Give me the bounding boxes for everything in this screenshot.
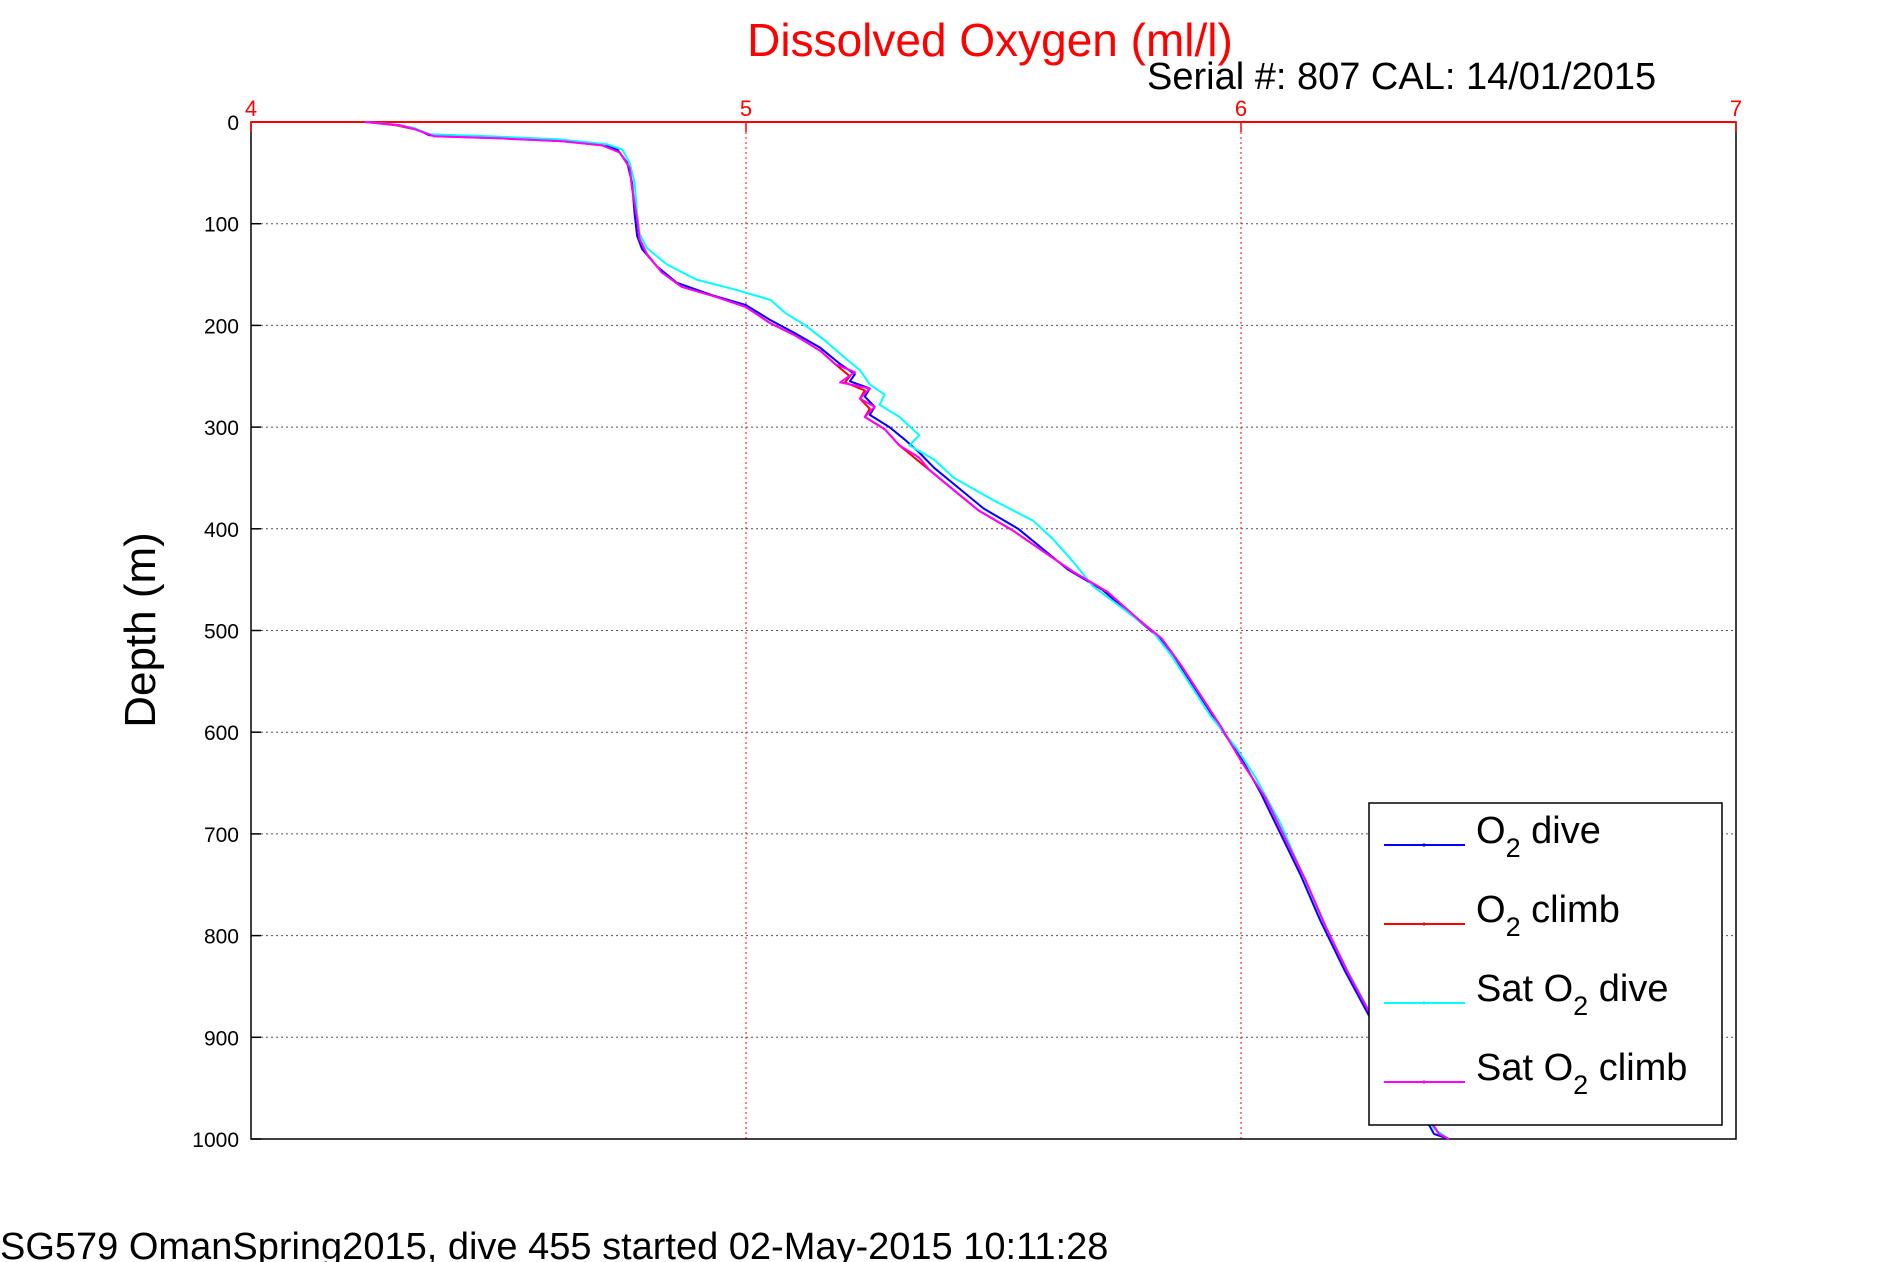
- axis-ticks: 0 100 200 300 400 500 600 700 800 900 1000 4 5 6 7: [192, 96, 1742, 1152]
- footer-caption: SG579 OmanSpring2015, dive 455 started 0…: [0, 1226, 1108, 1262]
- y-tick-label: 0: [227, 112, 239, 135]
- series-lines: [364, 121, 1450, 1140]
- legend-marker: [1422, 843, 1426, 847]
- legend-marker: [1422, 922, 1426, 926]
- series-line: [364, 121, 1450, 1140]
- x-tick-label: 6: [1235, 96, 1247, 121]
- y-tick-label: 300: [204, 417, 239, 440]
- y-tick-label: 400: [204, 519, 239, 542]
- legend-label: Sat O2 climb: [1476, 1047, 1687, 1100]
- legend-label: O2 climb: [1476, 889, 1620, 942]
- x-tick-label: 4: [245, 96, 257, 121]
- series-line: [364, 121, 1450, 1140]
- y-tick-label: 800: [204, 926, 239, 949]
- y-tick-label: 900: [204, 1027, 239, 1050]
- y-tick-label: 100: [204, 214, 239, 237]
- y-tick-label: 500: [204, 621, 239, 644]
- legend: O2 dive O2 climb Sat O2 dive Sat O2 climb: [1368, 802, 1723, 1126]
- y-axis-label: Depth (m): [116, 532, 165, 728]
- y-tick-label: 600: [204, 722, 239, 745]
- legend-label: O2 dive: [1476, 810, 1601, 863]
- legend-marker: [1422, 1001, 1426, 1005]
- chart-subtitle: Serial #: 807 CAL: 14/01/2015: [1147, 56, 1656, 98]
- x-tick-label: 5: [740, 96, 752, 121]
- x-tick-label: 7: [1730, 96, 1742, 121]
- legend-box: [1368, 802, 1723, 1126]
- legend-label: Sat O2 dive: [1476, 968, 1668, 1021]
- y-tick-label: 200: [204, 315, 239, 338]
- y-tick-label: 700: [204, 824, 239, 847]
- legend-marker: [1422, 1080, 1426, 1084]
- chart-title: Dissolved Oxygen (ml/l): [747, 14, 1233, 66]
- y-tick-label: 1000: [192, 1129, 239, 1152]
